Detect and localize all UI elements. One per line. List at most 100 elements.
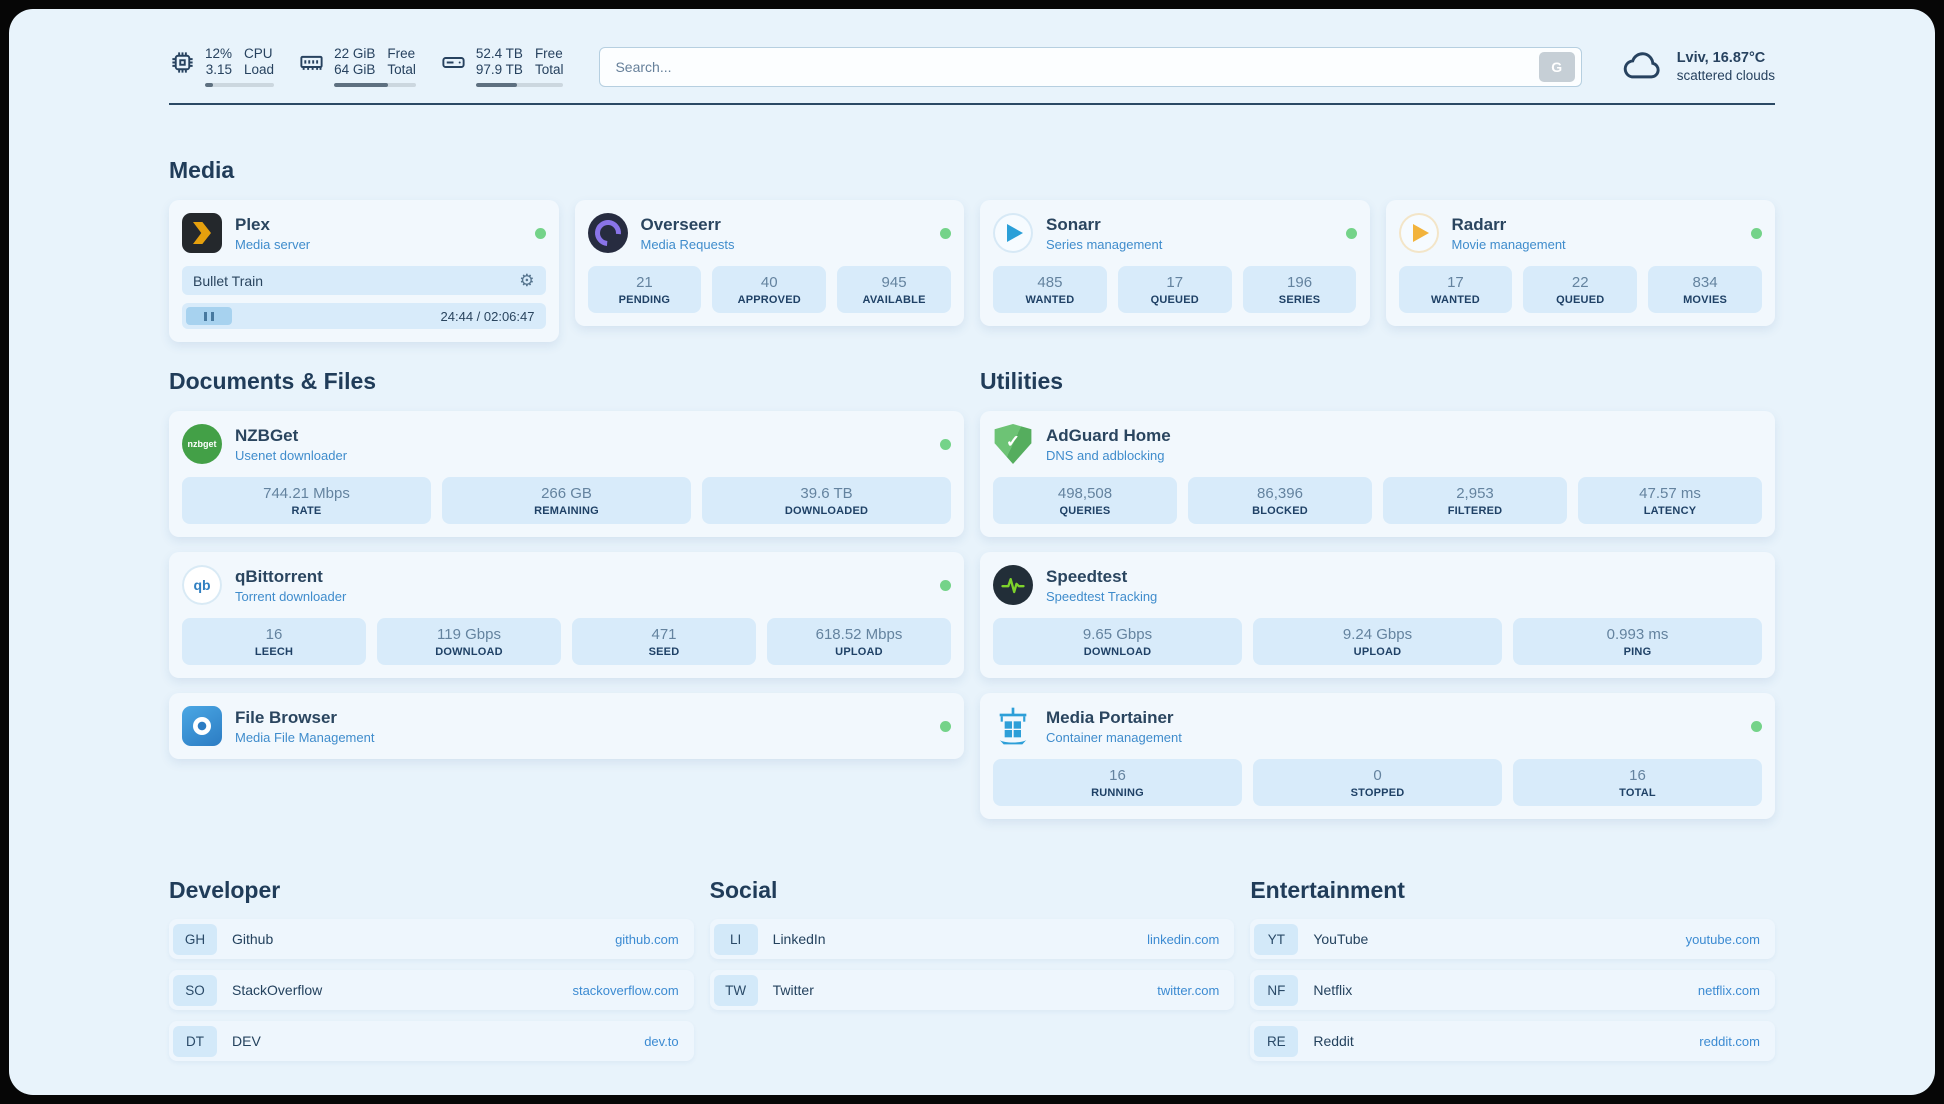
bookmark-stackoverflow[interactable]: SO StackOverflow stackoverflow.com bbox=[169, 970, 694, 1010]
search-input[interactable] bbox=[615, 58, 1539, 75]
app-subtitle-radarr: Movie management bbox=[1451, 236, 1566, 252]
stat-label: UPLOAD bbox=[1353, 646, 1402, 658]
portainer-crane-icon bbox=[993, 706, 1033, 746]
stat-box: 16 RUNNING bbox=[993, 759, 1242, 806]
stat-box: 471 SEED bbox=[572, 618, 756, 665]
bookmark-abbr: SO bbox=[173, 974, 217, 1006]
app-card-nzbget[interactable]: nzbget NZBGet Usenet downloader 744.21 M… bbox=[169, 411, 964, 537]
stat-box: 39.6 TB DOWNLOADED bbox=[702, 477, 951, 524]
stat-box: 17 WANTED bbox=[1398, 266, 1513, 313]
stat-box: 266 GB REMAINING bbox=[442, 477, 691, 524]
stat-box: 47.57 ms LATENCY bbox=[1578, 477, 1762, 524]
memory-progress-bar bbox=[334, 83, 416, 87]
stat-label: SERIES bbox=[1278, 294, 1321, 306]
app-title-plex: Plex bbox=[235, 214, 270, 234]
app-card-portainer[interactable]: Media Portainer Container management 16 … bbox=[980, 693, 1775, 819]
bookmark-linkedin[interactable]: LI LinkedIn linkedin.com bbox=[709, 919, 1235, 959]
bookmark-url: youtube.com bbox=[1685, 931, 1760, 947]
app-card-plex[interactable]: Plex Media server Bullet Train ⚙ 24:44 /… bbox=[169, 200, 559, 342]
stat-label: APPROVED bbox=[737, 294, 801, 306]
gear-icon[interactable]: ⚙ bbox=[519, 271, 535, 290]
stat-value: 40 bbox=[760, 274, 778, 291]
stat-value: 9.65 Gbps bbox=[1082, 626, 1153, 643]
stat-value: 22 bbox=[1571, 274, 1589, 291]
pause-bar bbox=[211, 311, 214, 321]
bookmark-dev[interactable]: DT DEV dev.to bbox=[169, 1021, 694, 1061]
stat-label: UPLOAD bbox=[835, 646, 883, 658]
bookmark-url: stackoverflow.com bbox=[572, 982, 679, 998]
nzbget-icon: nzbget bbox=[182, 424, 222, 464]
cpu-progress-bar bbox=[205, 83, 275, 87]
stat-value: 2,953 bbox=[1456, 485, 1494, 502]
bookmark-reddit[interactable]: RE Reddit reddit.com bbox=[1250, 1021, 1775, 1061]
app-card-radarr[interactable]: Radarr Movie management 17 WANTED 22 QUE… bbox=[1385, 200, 1775, 326]
stat-value: 16 bbox=[265, 626, 283, 643]
stat-value: 945 bbox=[881, 274, 907, 291]
bookmark-group-developer: Developer GH Github github.com SO StackO… bbox=[169, 877, 694, 1061]
stat-label: REMAINING bbox=[534, 505, 599, 517]
bookmark-abbr: YT bbox=[1254, 923, 1299, 955]
app-card-speedtest[interactable]: Speedtest Speedtest Tracking 9.65 Gbps D… bbox=[980, 552, 1775, 678]
stat-box: 196 SERIES bbox=[1242, 266, 1357, 313]
app-card-adguard[interactable]: AdGuard Home DNS and adblocking 498,508 … bbox=[980, 411, 1775, 537]
cpu-progress-fill bbox=[205, 83, 214, 87]
stat-value: 16 bbox=[1629, 767, 1646, 784]
google-search-button[interactable]: G bbox=[1538, 51, 1575, 82]
app-card-sonarr[interactable]: Sonarr Series management 485 WANTED 17 Q… bbox=[980, 200, 1370, 326]
stat-box: 0.993 ms PING bbox=[1513, 618, 1762, 665]
bookmark-abbr: RE bbox=[1254, 1025, 1299, 1057]
bookmark-name: Netflix bbox=[1313, 982, 1353, 998]
memory-total-label: Total bbox=[387, 62, 416, 77]
stat-label: QUERIES bbox=[1059, 505, 1111, 517]
app-card-overseerr[interactable]: Overseerr Media Requests 21 PENDING 40 A… bbox=[574, 200, 964, 326]
stat-value: 17 bbox=[1447, 274, 1464, 291]
app-subtitle-nzbget: Usenet downloader bbox=[235, 447, 348, 463]
stat-label: DOWNLOADED bbox=[784, 505, 869, 517]
memory-widget: 22 GiB Free 64 GiB Total bbox=[298, 46, 416, 87]
app-card-qbittorrent[interactable]: qb qBittorrent Torrent downloader 16 LEE… bbox=[169, 552, 964, 678]
stat-value: 21 bbox=[636, 274, 653, 291]
stat-box: 834 MOVIES bbox=[1648, 266, 1762, 313]
stat-box: 17 QUEUED bbox=[1117, 266, 1232, 313]
plex-icon bbox=[182, 213, 222, 253]
cpu-usage-value: 12% bbox=[205, 46, 233, 61]
app-subtitle-sonarr: Series management bbox=[1046, 236, 1163, 252]
stat-value: 744.21 Mbps bbox=[263, 485, 350, 502]
stat-label: PING bbox=[1623, 646, 1652, 658]
app-title-radarr: Radarr bbox=[1451, 214, 1507, 234]
section-documents: Documents & Files nzbget NZBGet Usenet d… bbox=[169, 368, 964, 759]
status-dot bbox=[1751, 227, 1762, 239]
search-bar: G bbox=[599, 46, 1582, 87]
sonarr-icon bbox=[993, 213, 1033, 253]
overseerr-icon bbox=[587, 213, 628, 253]
hard-drive-icon bbox=[440, 46, 467, 81]
pause-button[interactable] bbox=[186, 307, 232, 325]
stat-box: 119 Gbps DOWNLOAD bbox=[377, 618, 561, 665]
bookmark-abbr: GH bbox=[173, 923, 217, 955]
stat-value: 498,508 bbox=[1057, 485, 1113, 502]
bookmark-name: LinkedIn bbox=[772, 931, 826, 947]
bookmark-youtube[interactable]: YT YouTube youtube.com bbox=[1250, 919, 1775, 959]
section-media: Media Plex Media server Bullet Train ⚙ bbox=[169, 157, 1775, 342]
nzbget-icon-text: nzbget bbox=[187, 439, 217, 449]
stat-box: 485 WANTED bbox=[993, 266, 1107, 313]
cpu-load-value: 3.15 bbox=[205, 62, 233, 77]
stat-label: WANTED bbox=[1430, 294, 1480, 306]
radarr-icon bbox=[1398, 213, 1439, 253]
app-title-qbittorrent: qBittorrent bbox=[235, 566, 323, 586]
app-title-nzbget: NZBGet bbox=[235, 425, 299, 445]
weather-location: Lviv, 16.87°C bbox=[1676, 50, 1766, 66]
bookmark-github[interactable]: GH Github github.com bbox=[169, 919, 694, 959]
section-title-media: Media bbox=[169, 157, 235, 183]
bookmark-netflix[interactable]: NF Netflix netflix.com bbox=[1250, 970, 1775, 1010]
stat-value: 9.24 Gbps bbox=[1342, 626, 1413, 643]
stat-value: 47.57 ms bbox=[1639, 485, 1701, 502]
bookmark-name: Reddit bbox=[1313, 1033, 1354, 1049]
bookmark-twitter[interactable]: TW Twitter twitter.com bbox=[709, 970, 1235, 1010]
app-card-filebrowser[interactable]: File Browser Media File Management bbox=[169, 693, 964, 759]
bookmark-name: DEV bbox=[232, 1033, 261, 1049]
stat-value: 471 bbox=[651, 626, 677, 643]
app-title-speedtest: Speedtest bbox=[1046, 566, 1128, 586]
disk-free-value: 52.4 TB bbox=[475, 46, 523, 61]
stat-value: 39.6 TB bbox=[800, 485, 853, 502]
